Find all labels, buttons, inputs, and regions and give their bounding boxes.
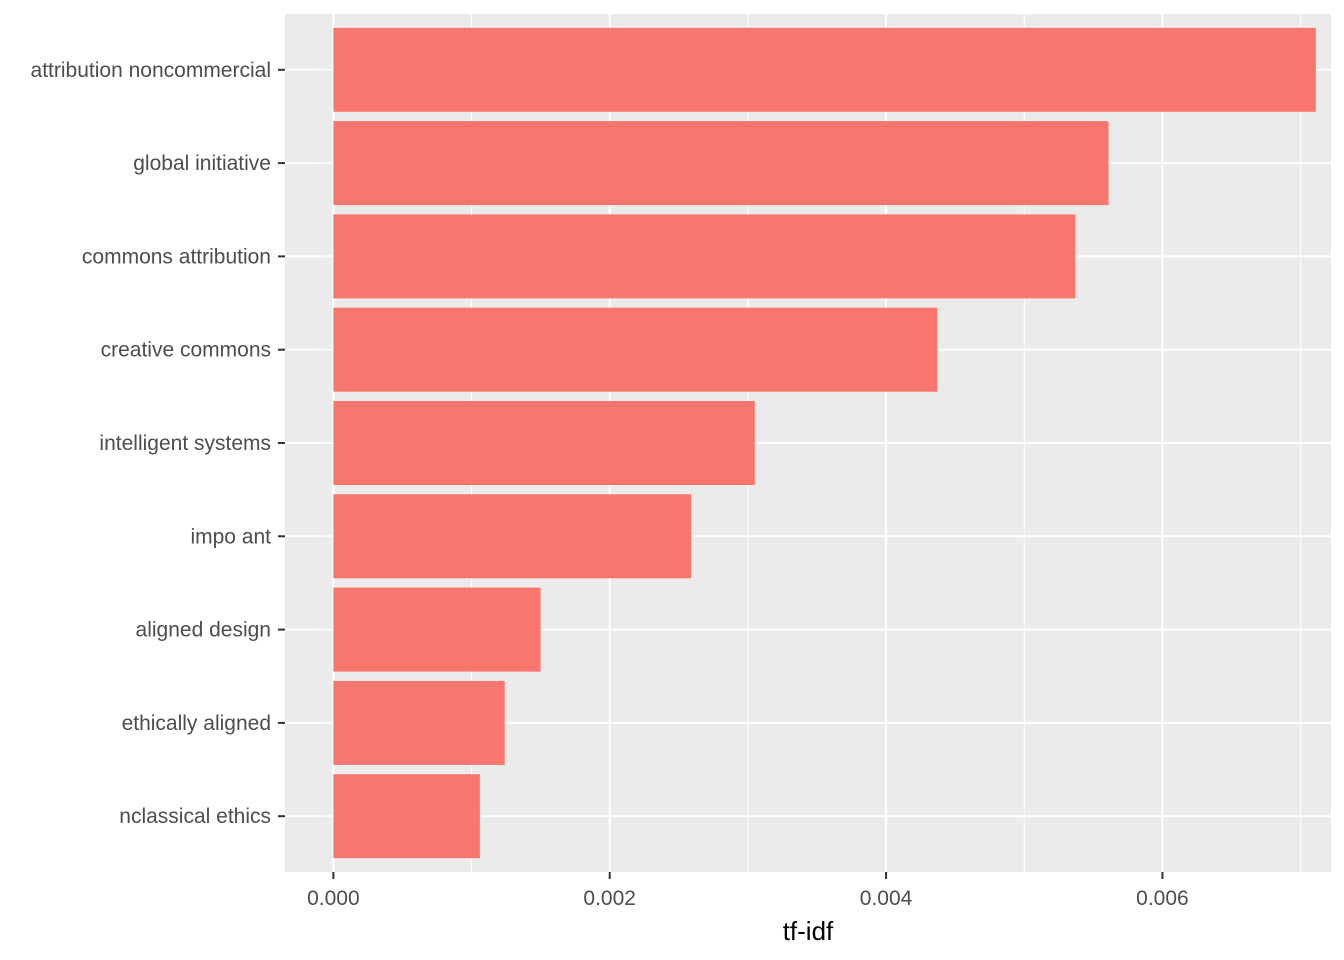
y-tick-label: aligned design [136,619,271,642]
y-axis: attribution noncommercial global initiati… [31,59,285,828]
y-tick-label: attribution noncommercial [31,59,271,82]
bar [333,27,1316,112]
bar [333,121,1109,206]
bars [333,27,1316,859]
bar [333,307,938,392]
y-tick-label: impo ant [190,525,271,548]
y-tick-label: creative commons [101,339,271,362]
y-tick-label: commons attribution [82,245,271,268]
y-tick-label: nclassical ethics [119,805,271,828]
x-axis-title: tf-idf [783,916,834,946]
bar [333,401,755,485]
y-tick-label: intelligent systems [99,432,271,455]
x-tick-label: 0.000 [307,887,360,910]
bar [333,214,1076,299]
y-tick-label: global initiative [133,152,271,175]
bar [333,494,692,579]
bar [333,587,541,672]
y-tick-label: ethically aligned [122,712,271,735]
bar [333,680,505,765]
x-tick-label: 0.002 [583,887,636,910]
x-axis: 0.000 0.002 0.004 0.006 [307,872,1189,910]
bar [333,774,480,859]
x-tick-label: 0.004 [860,887,913,910]
x-tick-label: 0.006 [1136,887,1189,910]
